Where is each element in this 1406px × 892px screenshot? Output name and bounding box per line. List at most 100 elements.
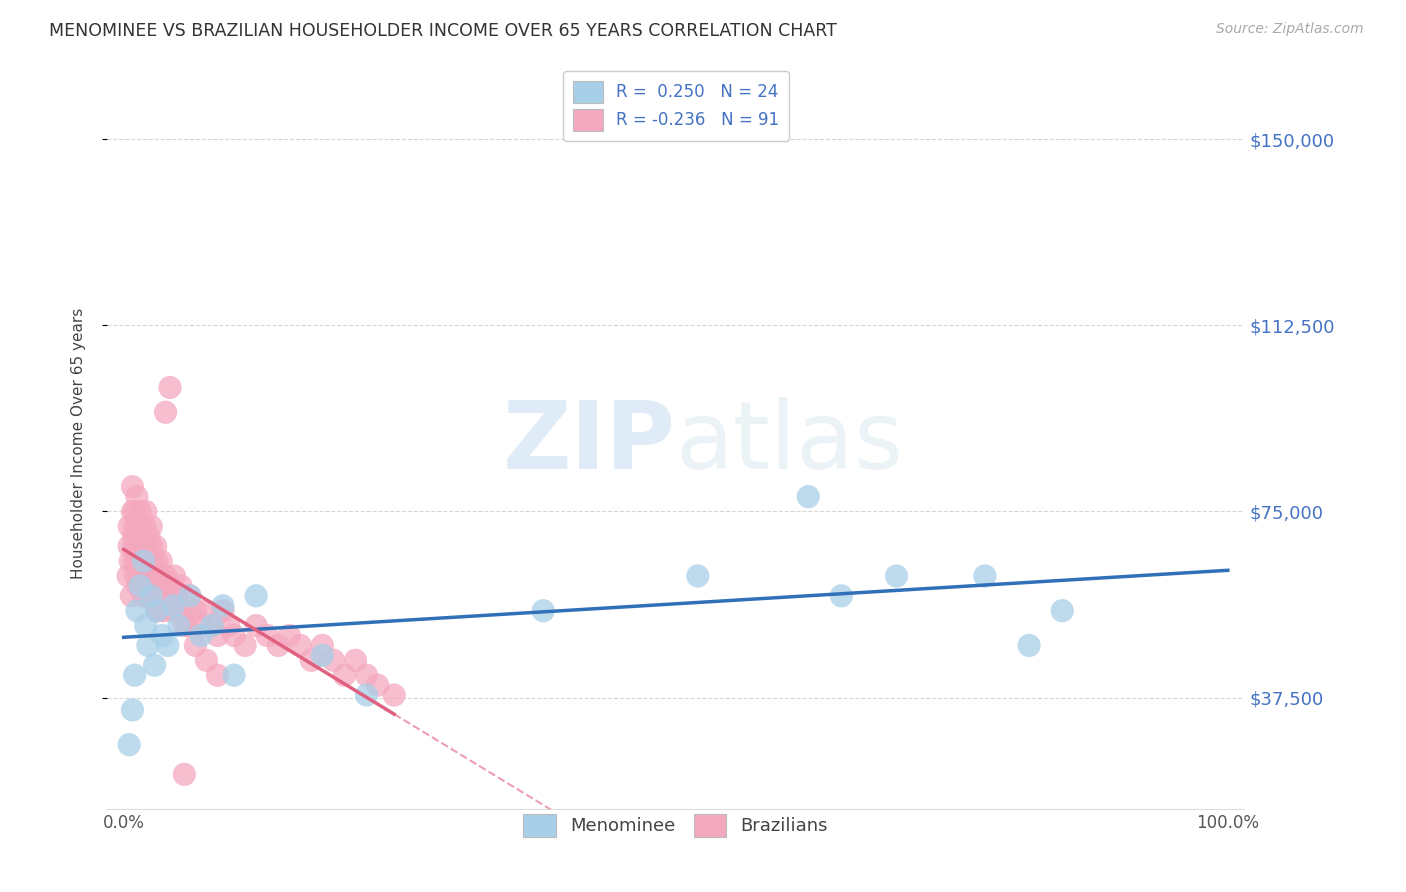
Text: Source: ZipAtlas.com: Source: ZipAtlas.com (1216, 22, 1364, 37)
Point (128, 554, 150, 568)
Point (163, 569, 186, 583)
Point (207, 668, 229, 682)
Point (173, 767, 195, 781)
Point (145, 539, 167, 553)
Point (201, 618, 224, 632)
Point (132, 554, 155, 568)
Point (179, 589, 201, 603)
Legend: Menominee, Brazilians: Menominee, Brazilians (516, 806, 835, 844)
Point (128, 519, 150, 533)
Point (135, 618, 157, 632)
Point (141, 539, 163, 553)
Point (135, 569, 157, 583)
Point (173, 618, 195, 632)
Point (146, 604, 169, 618)
Point (1018, 639, 1040, 653)
Point (233, 639, 256, 653)
Point (129, 579, 152, 593)
Point (145, 554, 167, 568)
Point (290, 639, 312, 653)
Point (118, 539, 141, 553)
Point (125, 490, 148, 504)
Point (167, 604, 190, 618)
Text: MENOMINEE VS BRAZILIAN HOUSEHOLDER INCOME OVER 65 YEARS CORRELATION CHART: MENOMINEE VS BRAZILIAN HOUSEHOLDER INCOM… (49, 22, 837, 40)
Point (195, 604, 218, 618)
Point (179, 589, 201, 603)
Point (156, 639, 179, 653)
Point (686, 569, 709, 583)
Point (267, 639, 290, 653)
Point (278, 628, 301, 642)
Point (124, 554, 146, 568)
Point (256, 628, 278, 642)
Point (138, 529, 160, 543)
Point (125, 554, 148, 568)
Point (299, 653, 322, 667)
Point (141, 569, 163, 583)
Point (222, 628, 245, 642)
Point (156, 589, 179, 603)
Point (162, 589, 184, 603)
Point (382, 688, 405, 702)
Point (141, 519, 163, 533)
Point (132, 589, 155, 603)
Point (143, 658, 166, 673)
Point (125, 539, 148, 553)
Point (131, 529, 153, 543)
Point (117, 569, 139, 583)
Point (150, 628, 173, 642)
Point (136, 554, 159, 568)
Text: atlas: atlas (676, 397, 904, 490)
Point (118, 519, 141, 533)
Point (118, 738, 141, 752)
Point (344, 653, 367, 667)
Point (245, 618, 267, 632)
Point (124, 519, 146, 533)
Point (173, 604, 195, 618)
Point (135, 504, 157, 518)
Point (322, 653, 344, 667)
Point (129, 539, 152, 553)
Point (212, 604, 235, 618)
Point (311, 648, 333, 663)
Point (136, 639, 159, 653)
Point (212, 599, 235, 613)
Point (139, 569, 162, 583)
Point (356, 668, 378, 682)
Point (121, 504, 143, 518)
Point (145, 604, 167, 618)
Point (150, 579, 173, 593)
Point (142, 554, 165, 568)
Point (333, 668, 356, 682)
Point (149, 589, 172, 603)
Point (121, 703, 143, 717)
Point (176, 618, 198, 632)
Point (122, 529, 145, 543)
Point (125, 604, 148, 618)
Point (136, 589, 159, 603)
Point (195, 653, 218, 667)
Point (121, 480, 143, 494)
Point (167, 618, 190, 632)
Point (170, 579, 193, 593)
Point (155, 569, 177, 583)
Point (135, 539, 157, 553)
Point (218, 618, 240, 632)
Point (125, 569, 148, 583)
Point (184, 639, 207, 653)
Point (124, 504, 146, 518)
Point (127, 579, 149, 593)
Point (155, 405, 177, 419)
Y-axis label: Householder Income Over 65 years: Householder Income Over 65 years (72, 308, 86, 579)
Point (974, 569, 997, 583)
Point (222, 668, 245, 682)
Point (207, 628, 229, 642)
Point (886, 569, 908, 583)
Point (124, 668, 146, 682)
Point (160, 604, 183, 618)
Point (531, 604, 554, 618)
Point (145, 604, 167, 618)
Point (166, 589, 188, 603)
Point (141, 589, 163, 603)
Point (145, 579, 167, 593)
